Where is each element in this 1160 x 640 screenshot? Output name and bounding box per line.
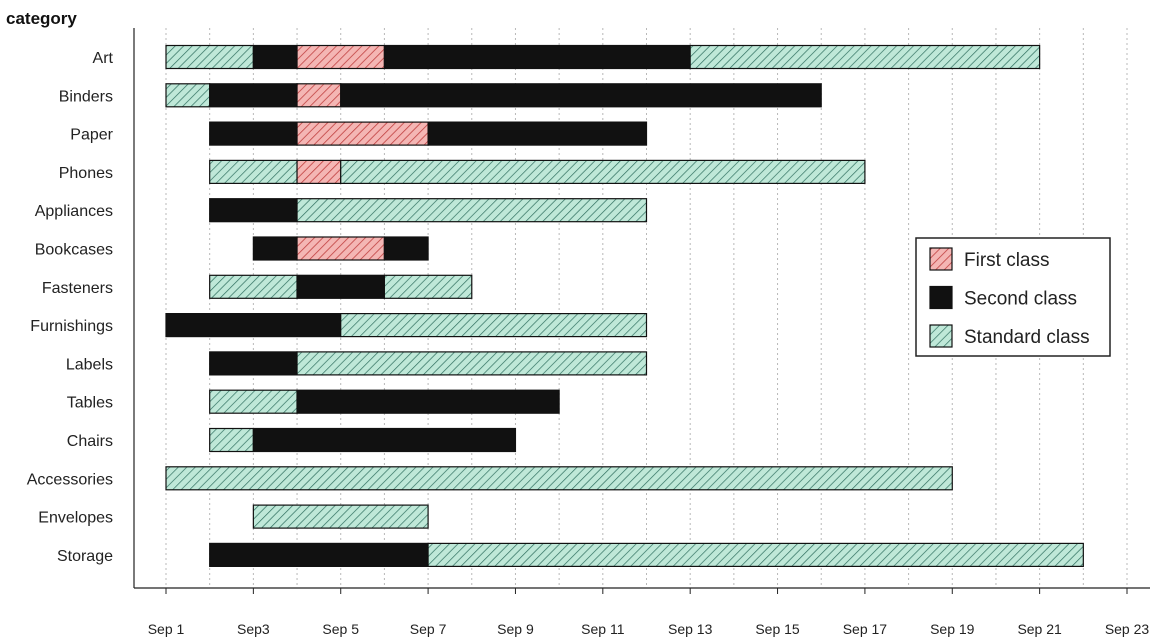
- category-label: Phones: [59, 165, 113, 182]
- x-tick-label: Sep 13: [668, 621, 713, 637]
- bar-segment-standard: [165, 83, 211, 108]
- bar-segment-first: [296, 159, 342, 184]
- category-label: Tables: [67, 395, 113, 412]
- bar-segment-second: [252, 236, 298, 261]
- bar-segment-standard: [383, 274, 473, 299]
- bar-segment-standard: [427, 542, 1084, 568]
- x-tick-label: Sep 15: [755, 621, 800, 637]
- category-label: Art: [93, 50, 114, 67]
- bar-segment-second: [209, 542, 429, 568]
- category-label: Fasteners: [42, 280, 113, 297]
- bar-segment-standard: [209, 159, 298, 184]
- bar-segment-second: [252, 427, 517, 453]
- bars: [165, 44, 1084, 568]
- x-tick-label: Sep 19: [930, 621, 975, 637]
- bar-segment-second: [209, 198, 298, 223]
- bar-segment-first: [296, 121, 429, 146]
- bar-segment-standard: [340, 313, 648, 338]
- legend-swatch-standard: [929, 324, 953, 348]
- x-tick-label: Sep 21: [1017, 621, 1062, 637]
- legend-label-first: First class: [964, 250, 1050, 271]
- bar-segment-second: [296, 389, 560, 414]
- bar-segment-standard: [296, 351, 648, 376]
- category-label: Storage: [57, 548, 113, 565]
- bar-segment-second: [427, 121, 648, 146]
- category-label: Paper: [70, 127, 113, 144]
- category-labels: Art Binders Paper Phones Appliances Bookcases…: [27, 50, 114, 565]
- axes: [133, 28, 1150, 589]
- bar-segment-standard: [165, 466, 953, 491]
- category-label: Envelopes: [38, 510, 113, 527]
- bar-segment-second: [209, 121, 298, 146]
- x-tick-labels: Sep 1 Sep3 Sep 5 Sep 7 Sep 9 Sep 11 Sep 13 Sep …: [148, 588, 1150, 637]
- bar-segment-standard: [252, 504, 429, 529]
- legend-swatch-first: [929, 247, 953, 271]
- bar-segment-second: [209, 351, 298, 376]
- bar-segment-second: [296, 274, 386, 299]
- legend: First class Second class Standard class: [915, 237, 1111, 357]
- bar-segment-standard: [296, 198, 648, 223]
- legend-label-second: Second class: [964, 289, 1077, 310]
- category-label: Accessories: [27, 471, 113, 488]
- category-label: Furnishings: [30, 318, 113, 335]
- bar-segment-first: [296, 236, 386, 261]
- bar-segment-standard: [209, 274, 298, 299]
- x-tick-label: Sep 1: [148, 621, 185, 637]
- bar-segment-second: [165, 313, 342, 338]
- bar-segment-standard: [165, 44, 254, 70]
- legend-swatch-second: [929, 285, 953, 310]
- x-tick-label: Sep 9: [497, 621, 534, 637]
- x-tick-label: Sep 7: [410, 621, 447, 637]
- bar-segment-first: [296, 44, 386, 70]
- bar-segment-standard: [689, 44, 1041, 70]
- category-label: Chairs: [67, 433, 113, 450]
- bar-segment-standard: [209, 389, 298, 414]
- category-label: Binders: [59, 88, 113, 105]
- bar-segment-second: [209, 83, 298, 108]
- y-axis-title: category: [6, 9, 77, 28]
- bar-segment-standard: [209, 427, 254, 453]
- bar-segment-second: [383, 44, 691, 70]
- bar-segment-first: [296, 83, 342, 108]
- legend-label-standard: Standard class: [964, 327, 1090, 348]
- category-label: Bookcases: [35, 242, 113, 259]
- category-label: Labels: [66, 356, 113, 373]
- x-tick-label: Sep3: [237, 621, 270, 637]
- x-tick-label: Sep 5: [322, 621, 359, 637]
- x-tick-label: Sep 23: [1105, 621, 1150, 637]
- category-label: Appliances: [35, 203, 113, 220]
- bar-segment-second: [252, 44, 298, 70]
- bar-segment-second: [383, 236, 429, 261]
- bar-segment-second: [340, 83, 822, 108]
- bar-segment-standard: [340, 159, 866, 184]
- x-tick-label: Sep 11: [581, 621, 625, 637]
- x-tick-label: Sep 17: [843, 621, 888, 637]
